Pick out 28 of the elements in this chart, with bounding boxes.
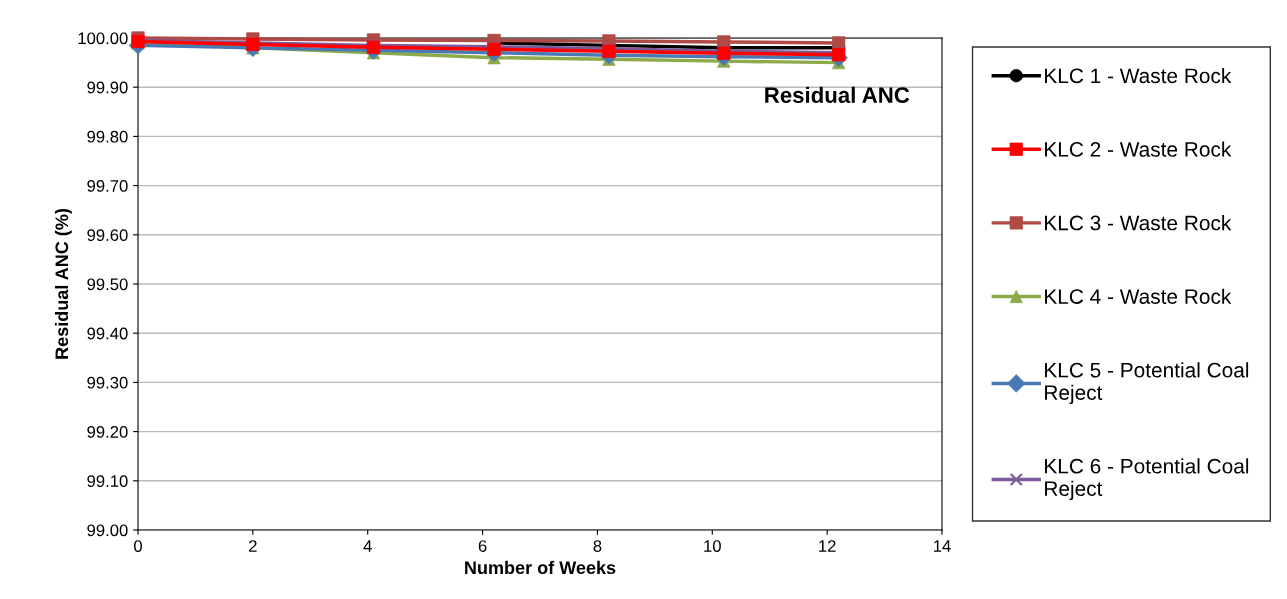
y-tick-label: 99.50 xyxy=(87,278,128,291)
legend-label: KLC 3 - Waste Rock xyxy=(1045,215,1232,231)
x-tick-label: 10 xyxy=(704,540,721,552)
annotation: Residual ANC xyxy=(765,86,910,104)
y-tick-label: 99.80 xyxy=(87,130,128,143)
x-tick-label: 14 xyxy=(934,540,951,552)
legend-label: KLC 6 - Potential Coal Reject xyxy=(1045,458,1249,501)
y-tick-label: 100.00 xyxy=(78,32,128,45)
y-tick-label: 99.00 xyxy=(87,524,128,537)
x-tick-label: 12 xyxy=(819,540,836,552)
legend-label: KLC 5 - Potential Coal Reject xyxy=(1045,362,1249,405)
legend-label: KLC 4 - Waste Rock xyxy=(1045,288,1232,304)
x-tick-label: 6 xyxy=(478,540,487,552)
y-tick-label: 99.10 xyxy=(87,475,128,487)
legend-label: KLC 1 - Waste Rock xyxy=(1045,67,1232,84)
y-axis-title: Residual ANC (%) xyxy=(54,208,72,359)
y-tick-label: 99.40 xyxy=(87,327,128,340)
y-tick-label: 99.30 xyxy=(87,376,128,389)
x-tick-label: 8 xyxy=(593,540,602,552)
y-tick-label: 99.70 xyxy=(87,180,128,192)
y-tick-label: 99.60 xyxy=(87,229,128,241)
legend-label: KLC 2 - Waste Rock xyxy=(1045,141,1232,157)
y-tick-label: 99.20 xyxy=(87,426,128,438)
x-tick-label: 0 xyxy=(134,540,142,552)
x-tick-label: 4 xyxy=(363,540,372,552)
y-tick-label: 99.90 xyxy=(87,81,128,94)
x-tick-label: 2 xyxy=(249,540,257,552)
x-axis-title: Number of Weeks xyxy=(465,560,616,575)
